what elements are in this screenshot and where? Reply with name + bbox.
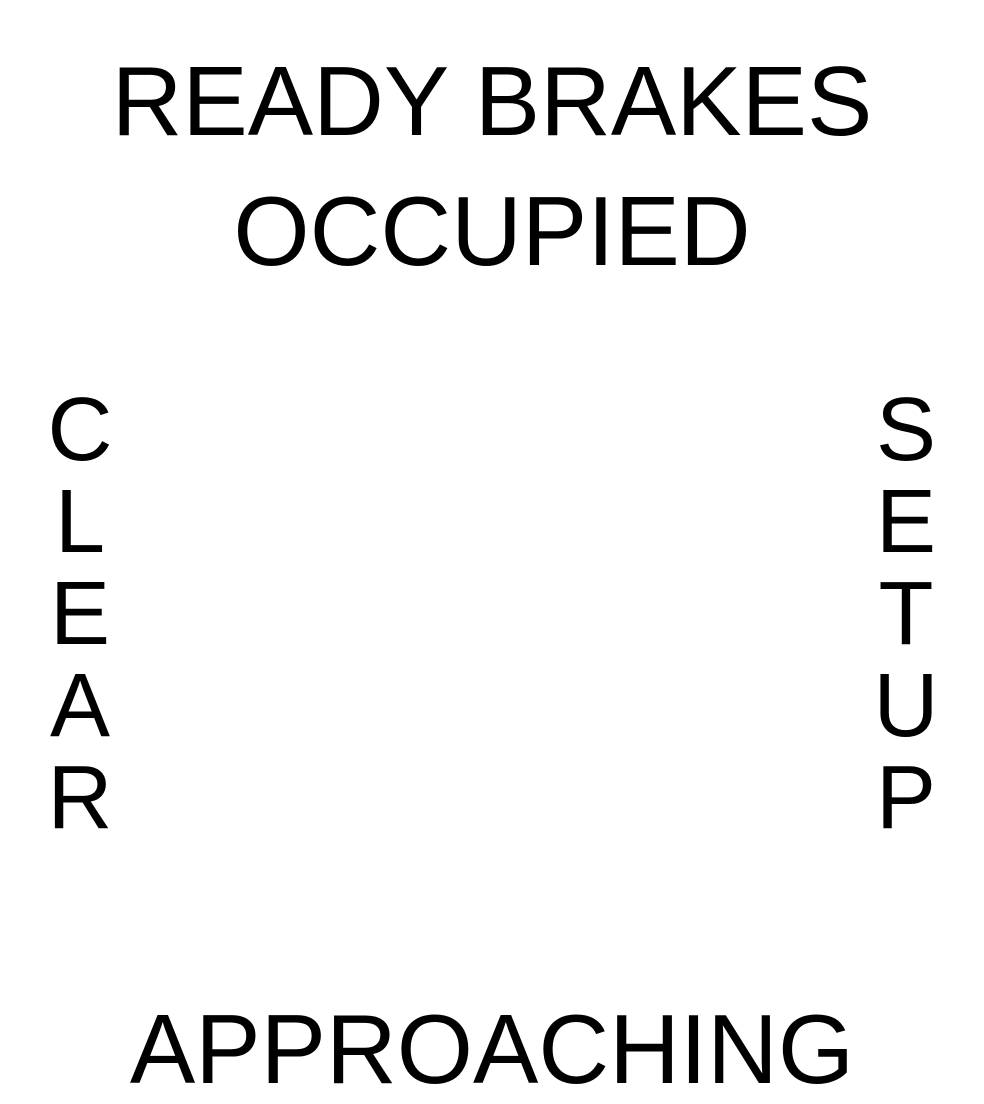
vertical-letter: U — [873, 656, 939, 756]
vertical-letter: L — [54, 472, 106, 572]
vertical-letter: R — [47, 748, 113, 848]
occupied-label: OCCUPIED — [233, 176, 751, 286]
vertical-letter: C — [47, 380, 113, 480]
vertical-letter: S — [875, 380, 937, 480]
ready-brakes-label: READY BRAKES — [111, 46, 873, 156]
approaching-label: APPROACHING — [129, 994, 855, 1104]
vertical-letter: P — [875, 748, 937, 848]
vertical-letter: E — [49, 564, 111, 664]
vertical-letter: A — [49, 656, 111, 756]
vertical-letter: E — [875, 472, 937, 572]
vertical-letter: T — [878, 564, 934, 664]
